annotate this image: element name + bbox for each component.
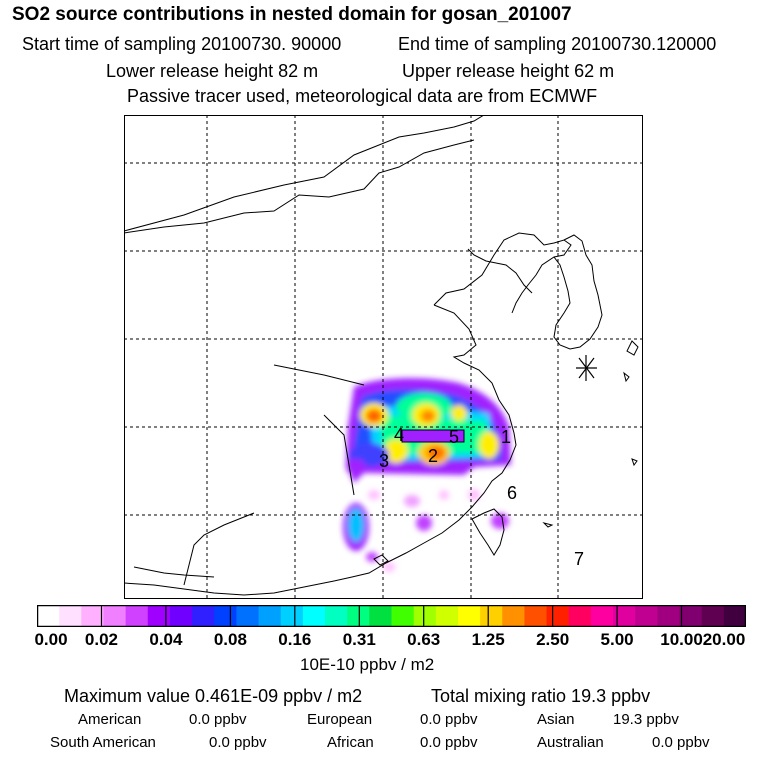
colorbar-cell bbox=[723, 605, 746, 627]
region-label-6: 6 bbox=[507, 483, 517, 503]
american-value: 0.0 ppbv bbox=[189, 711, 247, 728]
colorbar bbox=[37, 605, 746, 627]
colorbar-cell bbox=[457, 605, 481, 627]
colorbar-cell bbox=[147, 605, 171, 627]
colorbar-cell bbox=[236, 605, 260, 627]
colorbar-cell bbox=[568, 605, 592, 627]
colorbar-cell bbox=[169, 605, 193, 627]
total-mixing-text: Total mixing ratio 19.3 ppbv bbox=[431, 686, 651, 706]
map-frame bbox=[124, 115, 643, 599]
concentration-field bbox=[343, 378, 511, 572]
colorbar-cell bbox=[613, 605, 636, 627]
colorbar-cell bbox=[679, 605, 703, 627]
region-label-1: 1 bbox=[501, 427, 511, 447]
american-label: American bbox=[78, 711, 142, 728]
european-label: European bbox=[307, 711, 373, 728]
region-label-3: 3 bbox=[379, 451, 389, 471]
colorbar-cell bbox=[435, 605, 459, 627]
colorbar-cell bbox=[103, 605, 127, 627]
end-time-text: End time of sampling 20100730.120000 bbox=[398, 34, 717, 54]
colorbar-tick-label: 0.31 bbox=[342, 630, 376, 649]
african-value: 0.0 ppbv bbox=[420, 734, 478, 751]
upper-height-text: Upper release height 62 m bbox=[402, 61, 615, 81]
figure-title: SO2 source contributions in nested domai… bbox=[12, 4, 572, 25]
south-american-label: South American bbox=[50, 734, 156, 751]
colorbar-tick-label: 20.00 bbox=[702, 630, 746, 649]
colorbar-cell bbox=[59, 605, 82, 627]
data-source-note: Passive tracer used, meteorological data… bbox=[127, 86, 598, 106]
colorbar-cell bbox=[347, 605, 370, 627]
colorbar-tick-label: 1.25 bbox=[471, 630, 505, 649]
colorbar-cell bbox=[524, 605, 548, 627]
colorbar-cell bbox=[37, 605, 60, 627]
colorbar-cell bbox=[701, 605, 725, 627]
colorbar-tick-label: 0.63 bbox=[407, 630, 441, 649]
colorbar-tick-label: 2.50 bbox=[536, 630, 570, 649]
asian-value: 19.3 ppbv bbox=[613, 711, 679, 728]
african-label: African bbox=[327, 734, 374, 751]
colorbar-cell bbox=[214, 605, 237, 627]
colorbar-cell bbox=[391, 605, 415, 627]
asian-label: Asian bbox=[537, 711, 575, 728]
colorbar-cell bbox=[480, 605, 503, 627]
colorbar-cell bbox=[502, 605, 525, 627]
colorbar-cell bbox=[81, 605, 104, 627]
colorbar-tick-label: 0.04 bbox=[149, 630, 183, 649]
lower-height-text: Lower release height 82 m bbox=[106, 61, 319, 81]
colorbar-cell bbox=[325, 605, 348, 627]
coastlines bbox=[124, 115, 639, 596]
source-box-outline bbox=[401, 429, 465, 443]
colorbar-tick-label: 10.00 bbox=[660, 630, 703, 649]
colorbar-cell bbox=[546, 605, 570, 627]
graticule bbox=[124, 115, 643, 599]
colorbar-cell bbox=[657, 605, 681, 627]
european-value: 0.0 ppbv bbox=[420, 711, 478, 728]
start-time-text: Start time of sampling 20100730. 90000 bbox=[22, 34, 342, 54]
colorbar-cell bbox=[280, 605, 304, 627]
region-label-4: 4 bbox=[394, 425, 404, 445]
colorbar-tick-label: 5.00 bbox=[600, 630, 634, 649]
colorbar-cell bbox=[192, 605, 215, 627]
australian-label: Australian bbox=[537, 734, 604, 751]
colorbar-cell bbox=[635, 605, 658, 627]
colorbar-cell bbox=[302, 605, 326, 627]
australian-value: 0.0 ppbv bbox=[652, 734, 710, 751]
colorbar-cell bbox=[590, 605, 614, 627]
colorbar-cell bbox=[369, 605, 392, 627]
colorbar-tick-label: 0.08 bbox=[213, 630, 247, 649]
colorbar-cell bbox=[125, 605, 149, 627]
max-value-text: Maximum value 0.461E-09 ppbv / m2 bbox=[64, 686, 363, 706]
colorbar-units: 10E-10 ppbv / m2 bbox=[300, 655, 435, 674]
region-label-7: 7 bbox=[574, 549, 584, 569]
colorbar-tick-label: 0.02 bbox=[84, 630, 118, 649]
asterisk-icon bbox=[576, 355, 597, 381]
colorbar-cell bbox=[258, 605, 282, 627]
colorbar-tick-label: 0.00 bbox=[34, 630, 68, 649]
colorbar-tick-label: 0.16 bbox=[278, 630, 312, 649]
map-panel: 1 2 3 4 5 6 7 bbox=[124, 115, 643, 599]
colorbar-cell bbox=[413, 605, 437, 627]
region-label-2: 2 bbox=[428, 446, 438, 466]
region-label-5: 5 bbox=[449, 427, 459, 447]
south-american-value: 0.0 ppbv bbox=[209, 734, 267, 751]
